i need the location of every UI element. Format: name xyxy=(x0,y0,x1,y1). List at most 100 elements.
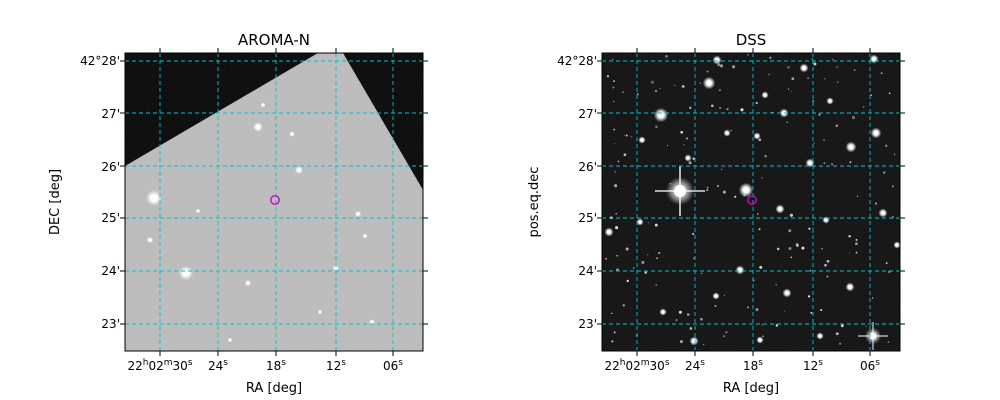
faint-star xyxy=(851,115,856,120)
faint-star xyxy=(699,82,702,85)
faint-star xyxy=(756,213,759,215)
faint-star xyxy=(810,311,813,314)
faint-star xyxy=(656,257,658,259)
faint-star xyxy=(775,283,778,286)
faint-star xyxy=(787,88,790,90)
faint-star xyxy=(647,222,650,224)
faint-star xyxy=(711,104,714,108)
faint-star xyxy=(862,106,865,108)
star-core xyxy=(848,285,852,289)
faint-star xyxy=(616,255,618,257)
faint-star xyxy=(759,265,763,269)
faint-star xyxy=(788,246,792,251)
faint-star xyxy=(616,268,619,272)
faint-star xyxy=(746,306,750,309)
faint-star xyxy=(686,313,690,316)
faint-star xyxy=(823,162,826,165)
faint-star xyxy=(882,171,886,174)
bright-star xyxy=(655,166,705,216)
faint-star xyxy=(692,157,695,160)
faint-star xyxy=(718,89,721,92)
faint-star xyxy=(787,66,790,69)
faint-star xyxy=(612,58,614,61)
sky-image-dss xyxy=(602,53,900,351)
faint-star xyxy=(761,177,763,179)
faint-star xyxy=(613,80,615,82)
faint-star xyxy=(836,81,839,84)
faint-star xyxy=(835,332,839,336)
faint-star xyxy=(835,124,839,127)
faint-star xyxy=(654,223,658,227)
faint-star xyxy=(888,92,891,95)
faint-star xyxy=(717,63,721,67)
faint-star xyxy=(679,340,683,344)
faint-star xyxy=(855,251,858,254)
faint-star xyxy=(688,161,692,165)
star-core xyxy=(895,243,899,247)
faint-star xyxy=(722,190,726,194)
ra-tick: 22h02m30s xyxy=(604,358,669,373)
faint-star xyxy=(865,325,867,327)
faint-star xyxy=(623,153,627,157)
faint-star xyxy=(647,254,649,256)
faint-star xyxy=(830,163,834,166)
faint-star xyxy=(762,335,764,337)
faint-star xyxy=(613,331,616,334)
ra-tick: 06s xyxy=(860,358,880,373)
star-core xyxy=(873,130,879,136)
faint-star xyxy=(722,335,726,338)
faint-star xyxy=(612,86,615,89)
faint-star xyxy=(807,295,811,298)
star-core xyxy=(686,156,690,160)
star-core xyxy=(658,112,664,118)
faint-star xyxy=(812,231,814,233)
faint-star xyxy=(706,70,709,73)
source-core xyxy=(196,209,200,213)
faint-star xyxy=(809,269,812,272)
panel-title: DSS xyxy=(736,31,767,49)
faint-star xyxy=(856,195,859,198)
faint-star xyxy=(625,134,628,137)
faint-star xyxy=(719,64,724,68)
faint-star xyxy=(740,108,744,112)
dec-tick: 23' xyxy=(578,317,597,331)
faint-star xyxy=(755,308,759,312)
faint-star xyxy=(747,53,750,56)
faint-star xyxy=(813,62,817,66)
faint-star xyxy=(824,78,826,80)
faint-star xyxy=(693,257,695,260)
coordinate-grid xyxy=(125,53,423,351)
coordinate-grid xyxy=(602,53,900,351)
star-core xyxy=(638,220,642,224)
faint-star xyxy=(887,341,890,343)
faint-star xyxy=(790,256,792,259)
ra-tick: 24s xyxy=(208,358,228,373)
ra-tick-labels: 22h02m30s 24s 18s 12s 06s xyxy=(604,358,880,373)
faint-star xyxy=(811,58,814,60)
faint-star xyxy=(891,185,894,188)
faint-star xyxy=(622,91,624,94)
faint-star xyxy=(723,294,726,296)
faint-star xyxy=(611,312,613,315)
faint-star xyxy=(701,272,703,274)
dec-tick-labels: 42°28' 27' 26' 25' 24' 23' xyxy=(80,54,120,331)
source-core xyxy=(290,132,294,136)
faint-star xyxy=(674,84,676,86)
faint-star xyxy=(775,324,778,327)
star-core xyxy=(607,230,611,234)
faint-star xyxy=(743,194,746,197)
faint-star xyxy=(836,66,838,68)
faint-star xyxy=(755,101,758,105)
faint-star xyxy=(789,213,793,217)
faint-star xyxy=(641,260,645,265)
source-core xyxy=(261,103,265,107)
faint-star xyxy=(615,226,619,230)
faint-star xyxy=(666,145,669,147)
target-marker xyxy=(270,195,280,205)
ra-tick: 24s xyxy=(685,358,705,373)
source-core xyxy=(334,266,338,270)
faint-star xyxy=(885,144,888,147)
faint-star xyxy=(812,100,815,102)
faint-star xyxy=(839,342,842,345)
